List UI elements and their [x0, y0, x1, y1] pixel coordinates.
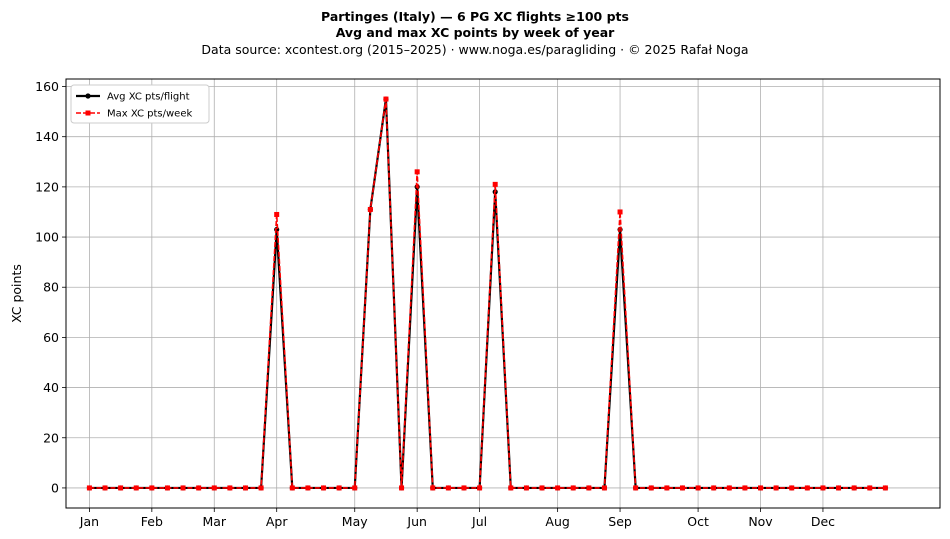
legend-item: Max XC pts/week	[76, 109, 192, 120]
data-point	[695, 485, 701, 491]
data-point	[352, 485, 358, 491]
legend-label: Avg XC pts/flight	[107, 92, 190, 103]
data-point	[711, 485, 717, 491]
data-point	[555, 485, 561, 491]
data-point	[477, 485, 483, 491]
data-point	[196, 485, 202, 491]
series-layer	[86, 96, 888, 491]
data-point	[836, 485, 842, 491]
data-point	[227, 485, 233, 491]
data-point	[211, 485, 217, 491]
data-point	[492, 181, 498, 187]
data-point	[305, 485, 311, 491]
data-point	[258, 485, 264, 491]
data-point	[118, 485, 124, 491]
data-point	[570, 485, 576, 491]
chart-title-line2: Avg and max XC points by week of year	[335, 25, 615, 40]
data-point	[367, 206, 373, 212]
data-point	[445, 485, 451, 491]
data-point	[867, 485, 873, 491]
legend-item: Avg XC pts/flight	[76, 92, 190, 103]
legend-label: Max XC pts/week	[107, 109, 192, 120]
data-point	[133, 485, 139, 491]
series-line	[89, 97, 886, 490]
x-tick-label-sep: Sep	[608, 514, 632, 529]
data-point	[274, 211, 280, 217]
x-tick-label-mar: Mar	[202, 514, 226, 529]
data-point	[86, 485, 92, 491]
data-point	[430, 485, 436, 491]
x-tick-label-dec: Dec	[811, 514, 835, 529]
axes: 0 20 40 60 80 100 120 140 160 Jan Feb Mar Apr May Jun J…	[35, 79, 835, 529]
x-tick-label-oct: Oct	[687, 514, 709, 529]
data-point	[586, 485, 592, 491]
y-tick-label: 140	[35, 129, 59, 144]
y-tick-label: 0	[51, 480, 59, 495]
data-point	[742, 485, 748, 491]
y-tick-label: 60	[43, 330, 59, 345]
chart-subtitle: Data source: xcontest.org (2015–2025) · …	[201, 42, 749, 57]
data-point	[601, 485, 607, 491]
grid-lines	[66, 79, 940, 508]
x-tick-label-feb: Feb	[141, 514, 163, 529]
data-point	[882, 485, 888, 491]
legend-marker	[85, 93, 91, 99]
data-point	[383, 96, 389, 102]
x-tick-label-nov: Nov	[748, 514, 773, 529]
data-point	[102, 485, 108, 491]
x-tick-label-jun: Jun	[406, 514, 427, 529]
data-point	[679, 485, 685, 491]
y-tick-label: 80	[43, 280, 59, 295]
x-tick-label-aug: Aug	[545, 514, 569, 529]
data-point	[399, 485, 405, 491]
x-tick-label-jul: Jul	[471, 514, 487, 529]
y-tick-label: 20	[43, 430, 59, 445]
data-point	[289, 485, 295, 491]
legend: Avg XC pts/flight Max XC pts/week	[70, 84, 210, 124]
series-max	[86, 96, 888, 491]
data-point	[539, 485, 545, 491]
legend-marker	[85, 110, 91, 116]
data-point	[164, 485, 170, 491]
x-tick-label-may: May	[342, 514, 368, 529]
data-point	[461, 485, 467, 491]
series-line	[89, 98, 886, 489]
data-point	[820, 485, 826, 491]
y-tick-label: 100	[35, 230, 59, 245]
x-tick-label-jan: Jan	[79, 514, 99, 529]
data-point	[414, 169, 420, 175]
y-tick-label: 120	[35, 179, 59, 194]
data-point	[617, 209, 623, 215]
data-point	[336, 485, 342, 491]
data-point	[508, 485, 514, 491]
legend-box	[70, 84, 210, 124]
data-point	[758, 485, 764, 491]
data-point	[321, 485, 327, 491]
data-point	[789, 485, 795, 491]
data-point	[726, 485, 732, 491]
data-point	[242, 485, 248, 491]
data-point	[664, 485, 670, 491]
data-point	[149, 485, 155, 491]
data-point	[648, 485, 654, 491]
x-tick-label-apr: Apr	[266, 514, 288, 529]
data-point	[804, 485, 810, 491]
y-tick-label: 160	[35, 79, 59, 94]
data-point	[773, 485, 779, 491]
data-point	[851, 485, 857, 491]
data-point	[523, 485, 529, 491]
y-tick-label: 40	[43, 380, 59, 395]
data-point	[633, 485, 639, 491]
plot-frame	[65, 78, 941, 509]
chart-title: Partinges (Italy) — 6 PG XC flights ≥100…	[321, 9, 629, 24]
series-avg	[86, 96, 888, 491]
data-point	[180, 485, 186, 491]
y-axis-label: XC points	[9, 264, 24, 323]
